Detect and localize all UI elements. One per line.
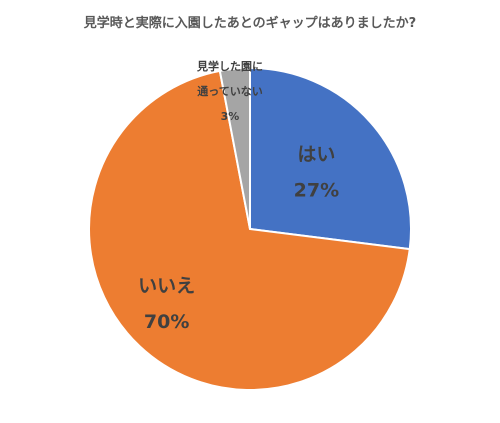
pie-slice-not-attending <box>218 66 251 230</box>
pie-slice-yes <box>249 66 412 251</box>
slice-value-yes: 27% <box>294 179 339 201</box>
slice-label-not-attending-line2: 通っていない <box>197 85 262 98</box>
slice-value-no: 70% <box>144 311 189 333</box>
slice-label-not-attending-line1: 見学した園に <box>196 59 263 73</box>
pie-slice-no <box>88 69 411 391</box>
slice-value-not-attending: 3% <box>221 110 240 123</box>
slice-label-yes: はい <box>297 143 335 165</box>
chart-title: 見学時と実際に入園したあとのギャップはありましたか? <box>83 16 417 31</box>
slice-label-no: いいえ <box>138 275 195 297</box>
